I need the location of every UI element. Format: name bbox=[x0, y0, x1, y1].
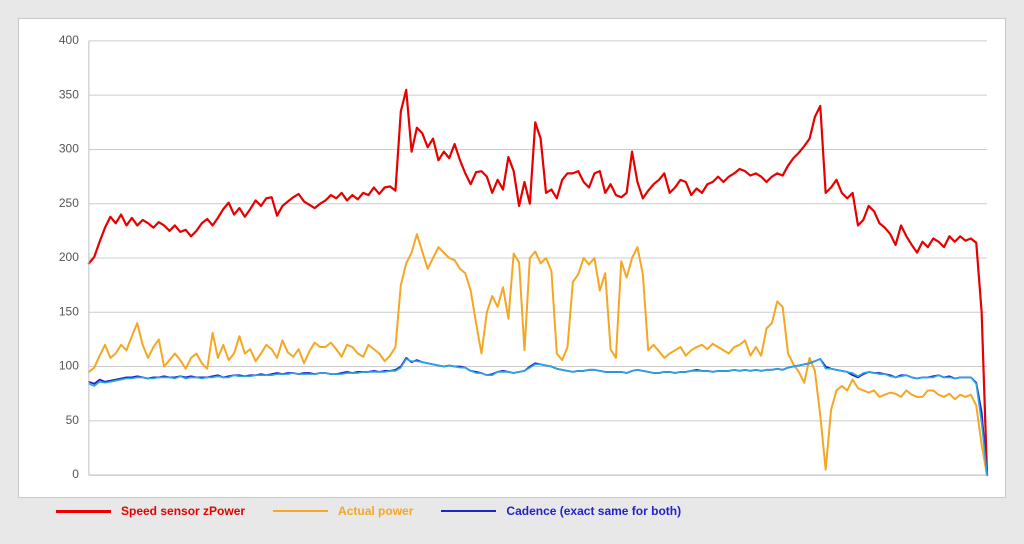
chart-frame: 0 50 100 150 200 250 300 350 400 bbox=[18, 18, 1006, 498]
svg-text:50: 50 bbox=[66, 413, 80, 427]
series-cadence_a bbox=[89, 358, 987, 475]
svg-text:350: 350 bbox=[59, 87, 79, 101]
series-group bbox=[89, 90, 987, 475]
series-cadence_b bbox=[89, 359, 987, 475]
legend-item-cadence: Cadence (exact same for both) bbox=[441, 504, 681, 518]
svg-text:200: 200 bbox=[59, 250, 79, 264]
series-zpower bbox=[89, 90, 987, 475]
svg-text:100: 100 bbox=[59, 359, 79, 373]
legend-swatch bbox=[441, 510, 496, 513]
line-chart: 0 50 100 150 200 250 300 350 400 bbox=[19, 19, 1005, 497]
legend: Speed sensor zPower Actual power Cadence… bbox=[18, 498, 1024, 518]
page: 0 50 100 150 200 250 300 350 400 Speed sensor zP… bbox=[0, 0, 1024, 544]
legend-item-zpower: Speed sensor zPower bbox=[56, 504, 245, 518]
y-axis-tick-labels: 0 50 100 150 200 250 300 350 400 bbox=[59, 33, 79, 481]
svg-text:150: 150 bbox=[59, 304, 79, 318]
legend-label: Cadence (exact same for both) bbox=[506, 504, 681, 518]
svg-text:250: 250 bbox=[59, 196, 79, 210]
svg-text:300: 300 bbox=[59, 142, 79, 156]
series-actual_power bbox=[89, 234, 987, 475]
legend-item-actual: Actual power bbox=[273, 504, 413, 518]
svg-text:400: 400 bbox=[59, 33, 79, 47]
legend-label: Speed sensor zPower bbox=[121, 504, 245, 518]
legend-label: Actual power bbox=[338, 504, 413, 518]
legend-swatch bbox=[56, 510, 111, 513]
svg-text:0: 0 bbox=[72, 467, 79, 481]
legend-swatch bbox=[273, 510, 328, 513]
